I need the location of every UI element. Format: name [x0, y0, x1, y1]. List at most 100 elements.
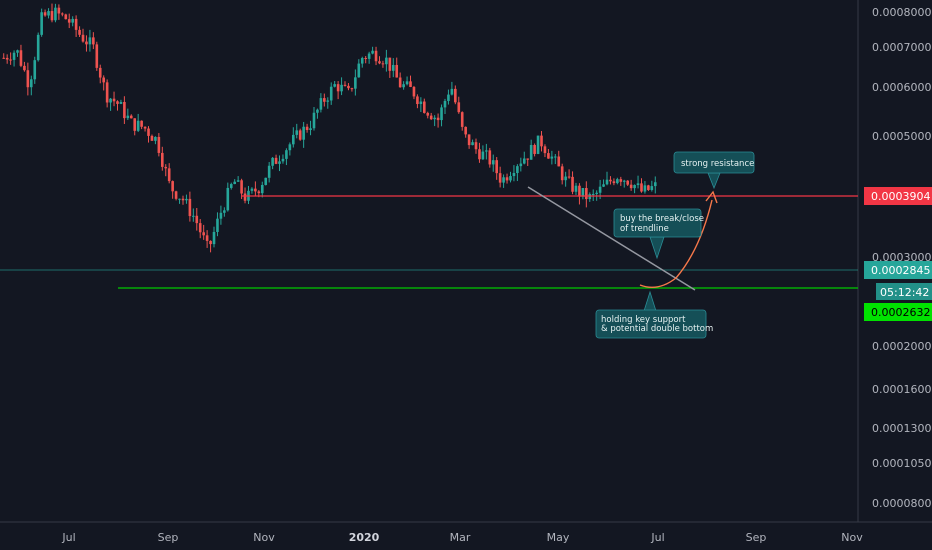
candle-body — [509, 176, 512, 181]
candle-body — [23, 65, 26, 71]
candle-body — [498, 173, 502, 183]
x-tick: Jul — [650, 531, 664, 544]
candle-body — [533, 145, 536, 154]
candle-body — [5, 57, 9, 60]
candle-body — [133, 118, 137, 131]
trendline[interactable] — [527, 186, 696, 291]
candle-body — [367, 53, 371, 59]
candle-body — [274, 157, 278, 164]
candle-body — [243, 193, 247, 201]
candle-body — [67, 19, 71, 23]
candle-body — [226, 187, 230, 211]
candle-body — [360, 58, 364, 64]
candle-body — [385, 57, 388, 65]
candle-body — [236, 180, 240, 182]
projection-arrow[interactable] — [639, 199, 713, 288]
candle-body — [319, 98, 323, 110]
candle-body — [447, 94, 450, 101]
support-price-tag — [864, 303, 932, 321]
candle-body — [357, 63, 361, 78]
candle-body — [560, 166, 564, 181]
candle-body — [216, 218, 219, 232]
candle-body — [205, 235, 209, 241]
candle-body — [33, 60, 37, 80]
candle-body — [636, 183, 640, 186]
candle-body — [629, 184, 633, 189]
y-tick: 0.0000800 — [872, 497, 932, 510]
candle-body — [491, 160, 495, 165]
candle-body — [160, 152, 164, 167]
candle-body — [567, 176, 571, 178]
candle-body — [140, 120, 143, 127]
candle-body — [457, 102, 461, 113]
candle-body — [157, 136, 161, 153]
candle-body — [105, 82, 109, 103]
candle-body — [354, 77, 357, 89]
candle-body — [578, 185, 581, 197]
candle-body — [312, 112, 316, 129]
candle-body — [343, 84, 347, 86]
x-axis-ticks: Jul Sep Nov 2020 Mar May Jul Sep Nov — [61, 531, 863, 544]
candle-body — [250, 188, 254, 191]
callout-support[interactable] — [595, 309, 707, 339]
candle-body — [378, 61, 381, 64]
candle-body — [54, 7, 57, 21]
candle-body — [395, 64, 399, 78]
candle-body — [602, 184, 605, 187]
candle-body — [240, 180, 243, 194]
candle-body — [88, 37, 92, 45]
candle-body — [326, 100, 330, 102]
candle-body — [43, 12, 47, 16]
candle-body — [2, 57, 6, 59]
candle-body — [547, 153, 550, 159]
candle-body — [295, 130, 299, 135]
candle-body — [516, 166, 519, 173]
candle-body — [78, 29, 81, 35]
candle-body — [653, 182, 657, 187]
callout-breakout[interactable] — [613, 208, 702, 238]
y-tick: 0.0002000 — [872, 340, 932, 353]
candle-body — [154, 136, 157, 141]
candle-body — [440, 107, 443, 121]
candle-body — [164, 166, 168, 169]
candle-body — [595, 192, 598, 194]
y-tick: 0.0003000 — [872, 251, 932, 264]
candle-body — [333, 84, 336, 87]
candle-body — [260, 184, 264, 194]
candle-body — [564, 176, 567, 181]
candle-body — [605, 179, 609, 185]
candle-body — [505, 177, 509, 181]
candle-body — [136, 120, 140, 131]
candle-body — [350, 88, 354, 90]
candle-body — [116, 101, 119, 104]
candle-body — [57, 7, 61, 14]
x-tick: Nov — [253, 531, 275, 544]
candle-body — [26, 70, 30, 88]
candle-body — [347, 85, 350, 89]
candle-body — [329, 86, 333, 101]
projection-arrowhead — [705, 190, 718, 204]
candle-body — [181, 198, 185, 201]
candle-body — [402, 84, 405, 88]
callout-breakout-text-2: of trendline — [620, 224, 669, 234]
candle-body — [271, 157, 274, 166]
candle-body — [288, 144, 292, 151]
candle-body — [419, 101, 423, 105]
candle-body — [574, 185, 578, 192]
candle-body — [409, 81, 412, 87]
candle-body — [591, 193, 595, 195]
candle-body — [192, 215, 195, 217]
candle-body — [581, 188, 585, 197]
candle-body — [512, 172, 516, 177]
candle-body — [391, 64, 395, 71]
resistance-price-tag — [864, 187, 932, 205]
candle-body — [422, 101, 426, 113]
candle-body — [267, 165, 271, 178]
candle-body — [643, 185, 647, 192]
candle-body — [598, 186, 602, 193]
candle-body — [285, 150, 288, 159]
candle-body — [374, 50, 378, 62]
callout-resistance[interactable] — [673, 151, 755, 174]
candle-body — [478, 149, 481, 160]
